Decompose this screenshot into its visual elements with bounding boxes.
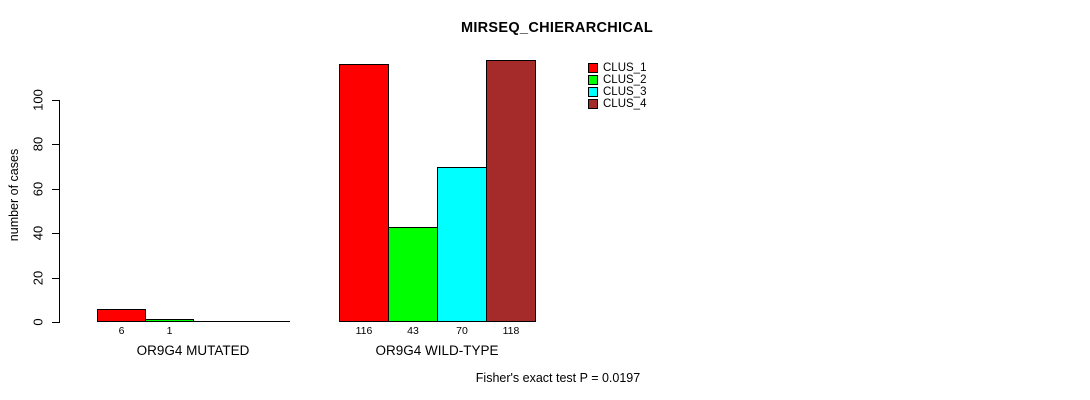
chart-title: MIRSEQ_CHIERARCHICAL: [460, 20, 654, 36]
legend-label: CLUS_3: [603, 86, 647, 98]
bar-value-label: 6: [118, 325, 125, 337]
bar-value-label: 43: [407, 325, 419, 337]
y-tick-mark: [52, 278, 59, 279]
bar-clus_1: [97, 309, 146, 322]
legend-swatch-icon: [588, 75, 598, 85]
y-tick-label: 40: [30, 225, 46, 241]
legend-item-clus_3: CLUS_3: [588, 86, 647, 98]
bar-clus_2: [388, 227, 438, 322]
group-label: OR9G4 MUTATED: [136, 343, 250, 358]
legend-item-clus_1: CLUS_1: [588, 62, 647, 74]
legend-label: CLUS_1: [603, 62, 647, 74]
bar-value-label: 116: [355, 325, 373, 337]
legend-label: CLUS_4: [603, 98, 647, 110]
legend-swatch-icon: [588, 99, 598, 109]
y-tick-mark: [52, 322, 59, 323]
bar-clus_3: [437, 167, 487, 322]
y-tick-label: 0: [30, 318, 46, 326]
bar-value-label: 1: [166, 325, 173, 337]
legend-label: CLUS_2: [603, 74, 647, 86]
bar-value-label: 70: [456, 325, 468, 337]
y-tick-mark: [52, 100, 59, 101]
y-axis-line: [59, 100, 60, 323]
legend-item-clus_2: CLUS_2: [588, 74, 647, 86]
y-tick-label: 80: [30, 136, 46, 152]
legend-swatch-icon: [588, 63, 598, 73]
y-tick-label: 100: [30, 89, 46, 111]
annotation-text: Fisher's exact test P = 0.0197: [475, 371, 641, 385]
y-tick-mark: [52, 144, 59, 145]
y-tick-label: 60: [30, 181, 46, 197]
legend-item-clus_4: CLUS_4: [588, 98, 647, 110]
y-axis-label: number of cases: [7, 148, 21, 242]
bar-clus_4: [486, 60, 536, 322]
bar-value-label: 118: [502, 325, 520, 337]
y-tick-mark: [52, 189, 59, 190]
legend: CLUS_1 CLUS_2 CLUS_3 CLUS_4: [588, 62, 647, 110]
legend-swatch-icon: [588, 87, 598, 97]
group-label: OR9G4 WILD-TYPE: [375, 343, 499, 358]
bar-clus_2: [145, 319, 194, 322]
y-tick-mark: [52, 233, 59, 234]
y-tick-label: 20: [30, 270, 46, 286]
bar-clus_1: [339, 64, 389, 322]
